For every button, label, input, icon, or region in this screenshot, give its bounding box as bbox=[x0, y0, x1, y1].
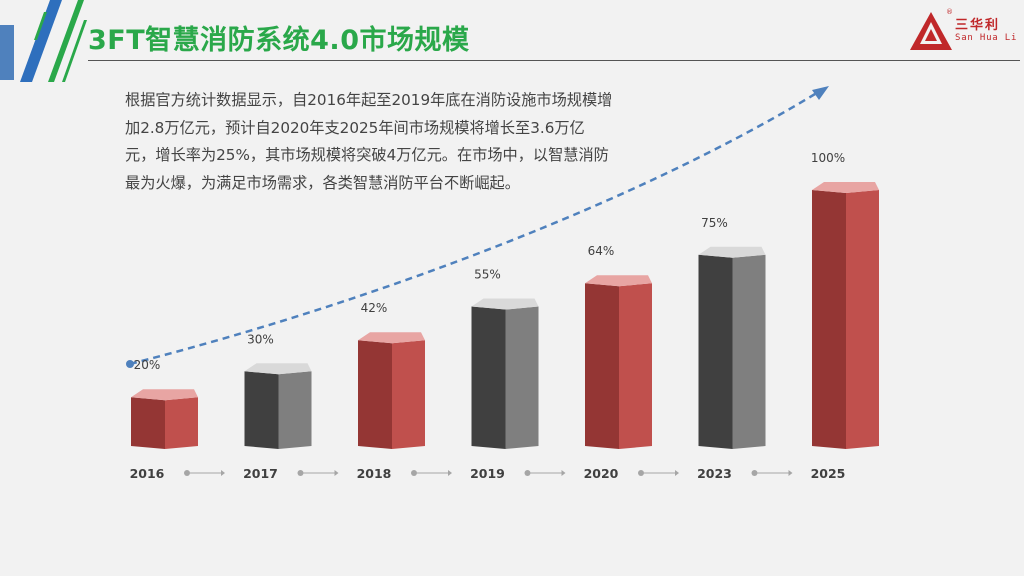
value-label-2020: 64% bbox=[588, 244, 615, 258]
bar-top-face bbox=[585, 275, 652, 287]
value-label-2018: 42% bbox=[361, 301, 388, 315]
category-label-2025: 2025 bbox=[811, 466, 846, 481]
connector-dot bbox=[638, 470, 644, 476]
category-label-2023: 2023 bbox=[697, 466, 732, 481]
category-label-2017: 2017 bbox=[243, 466, 278, 481]
value-label-2023: 75% bbox=[701, 216, 728, 230]
description-paragraph: 根据官方统计数据显示，自2016年起至2019年底在消防设施市场规模增加2.8万… bbox=[125, 91, 613, 192]
value-label-2019: 55% bbox=[474, 268, 501, 282]
registered-mark: ® bbox=[946, 8, 953, 16]
corner-decoration bbox=[0, 0, 87, 82]
bar-left-face bbox=[698, 254, 733, 449]
category-label-2016: 2016 bbox=[130, 466, 165, 481]
bar-top-face bbox=[471, 298, 539, 310]
bar-top-face bbox=[244, 363, 312, 375]
bar-right-face bbox=[619, 283, 652, 449]
bar-right-face bbox=[846, 190, 879, 449]
connector-arrow-icon bbox=[221, 470, 225, 476]
bar-left-face bbox=[471, 306, 506, 449]
logo-name-en: San Hua Li bbox=[955, 33, 1018, 43]
bar-top-face bbox=[131, 389, 198, 401]
value-label-2025: 100% bbox=[811, 151, 845, 165]
title-underline bbox=[88, 60, 1020, 61]
bar-right-face bbox=[165, 397, 198, 449]
slide-title: 3FT智慧消防系统4.0市场规模 bbox=[88, 25, 470, 56]
trend-line bbox=[129, 92, 816, 366]
bar-right-face bbox=[278, 371, 312, 449]
bar-right-face bbox=[732, 254, 766, 449]
bar-2019 bbox=[471, 298, 539, 449]
connector-dot bbox=[297, 470, 304, 476]
value-label-2017: 30% bbox=[247, 332, 274, 346]
bar-top-face bbox=[358, 332, 425, 344]
bar-left-face bbox=[244, 371, 279, 449]
category-label-2018: 2018 bbox=[357, 466, 392, 481]
bar-right-face bbox=[392, 340, 425, 449]
value-label-2016: 20% bbox=[134, 358, 161, 372]
trend-start-dot bbox=[126, 360, 134, 368]
connector-dot bbox=[751, 470, 758, 476]
bar-2020 bbox=[585, 275, 652, 449]
bar-left-face bbox=[131, 397, 165, 449]
bar-2016 bbox=[131, 389, 198, 449]
bar-right-face bbox=[505, 306, 539, 449]
connector-dot bbox=[411, 470, 417, 476]
logo-name-cn: 三华利 bbox=[955, 18, 1001, 33]
bar-left-face bbox=[585, 283, 619, 449]
connector-dot bbox=[524, 470, 531, 476]
bar-top-face bbox=[698, 246, 766, 258]
bar-2017 bbox=[244, 363, 312, 449]
connector-arrow-icon bbox=[448, 470, 452, 476]
bar-left-face bbox=[812, 190, 846, 449]
bar-2025 bbox=[812, 182, 879, 449]
connector-arrow-icon bbox=[334, 470, 339, 476]
bar-2023 bbox=[698, 246, 766, 449]
category-label-2020: 2020 bbox=[584, 466, 619, 481]
connector-arrow-icon bbox=[788, 470, 793, 476]
bar-top-face bbox=[812, 182, 879, 193]
connector-dot bbox=[184, 470, 190, 476]
category-label-2019: 2019 bbox=[470, 466, 505, 481]
bar-2018 bbox=[358, 332, 425, 449]
company-logo-icon bbox=[910, 12, 952, 50]
bar-left-face bbox=[358, 340, 392, 449]
connector-arrow-icon bbox=[675, 470, 679, 476]
connector-arrow-icon bbox=[561, 470, 566, 476]
trend-arrowhead-icon bbox=[812, 86, 829, 100]
